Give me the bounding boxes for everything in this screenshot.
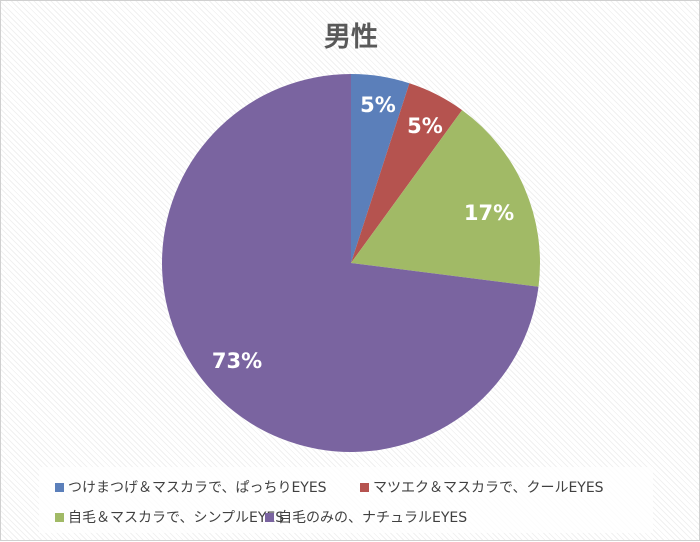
data-label: 73% [212,349,262,373]
legend-label: つけまつげ＆マスカラで、ぱっちりEYES [68,480,327,496]
data-label: 5% [407,114,443,138]
legend: つけまつげ＆マスカラで、ぱっちりEYES マツエク＆マスカラで、クールEYES … [39,467,653,533]
legend-item-natural: 自毛のみの、ナチュラルEYES [265,507,467,527]
data-label: 5% [360,93,396,117]
pie-slice [351,83,463,263]
pie-slice [351,110,541,287]
legend-label: マツエク＆マスカラで、クールEYES [373,480,604,496]
pie-slice [351,74,410,263]
pie-slice [162,74,539,452]
legend-item-false-lashes: つけまつげ＆マスカラで、ぱっちりEYES [55,477,327,497]
legend-item-own-lashes-mascara: 自毛＆マスカラで、シンプルEYES [55,507,284,527]
legend-item-extensions: マツエク＆マスカラで、クールEYES [360,477,604,497]
legend-swatch [360,482,369,492]
legend-label: 自毛＆マスカラで、シンプルEYES [68,510,285,526]
legend-swatch [55,512,64,522]
legend-swatch [265,512,274,522]
chart-title: 男性 [324,22,378,53]
data-label: 17% [464,201,514,225]
legend-swatch [55,482,64,492]
legend-label: 自毛のみの、ナチュラルEYES [278,510,468,526]
